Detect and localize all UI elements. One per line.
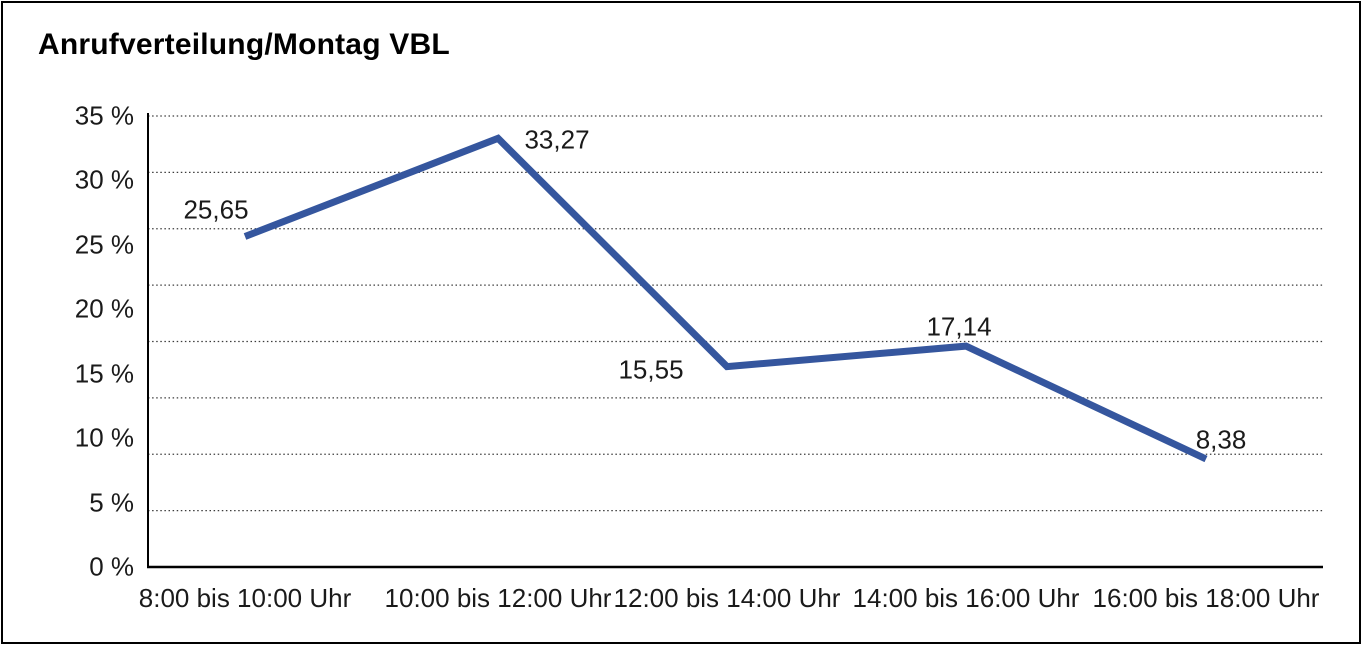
- chart-title: Anrufverteilung/Montag VBL: [38, 28, 450, 61]
- y-tick-label: 15 %: [74, 358, 134, 389]
- y-tick-label: 0 %: [89, 551, 134, 582]
- y-tick-label: 35 %: [74, 100, 134, 131]
- y-tick-label: 30 %: [74, 164, 134, 195]
- x-tick-label: 8:00 bis 10:00 Uhr: [138, 583, 352, 613]
- data-value-label: 17,14: [926, 311, 992, 342]
- x-tick-label: 16:00 bis 18:00 Uhr: [1092, 583, 1320, 613]
- x-tick-label: 10:00 bis 12:00 Uhr: [384, 583, 612, 613]
- y-tick-label: 25 %: [74, 229, 134, 260]
- x-tick-label: 14:00 bis 16:00 Uhr: [852, 583, 1080, 613]
- data-line-series: [243, 134, 1208, 463]
- data-value-label: 8,38: [1195, 424, 1247, 455]
- y-tick-label: 10 %: [74, 422, 134, 453]
- data-value-label: 33,27: [524, 124, 590, 155]
- x-tick-label: 12:00 bis 14:00 Uhr: [613, 583, 841, 613]
- y-tick-label: 5 %: [89, 487, 134, 518]
- data-value-label: 15,55: [618, 354, 684, 385]
- y-tick-label: 20 %: [74, 293, 134, 324]
- data-value-label: 25,65: [183, 194, 249, 225]
